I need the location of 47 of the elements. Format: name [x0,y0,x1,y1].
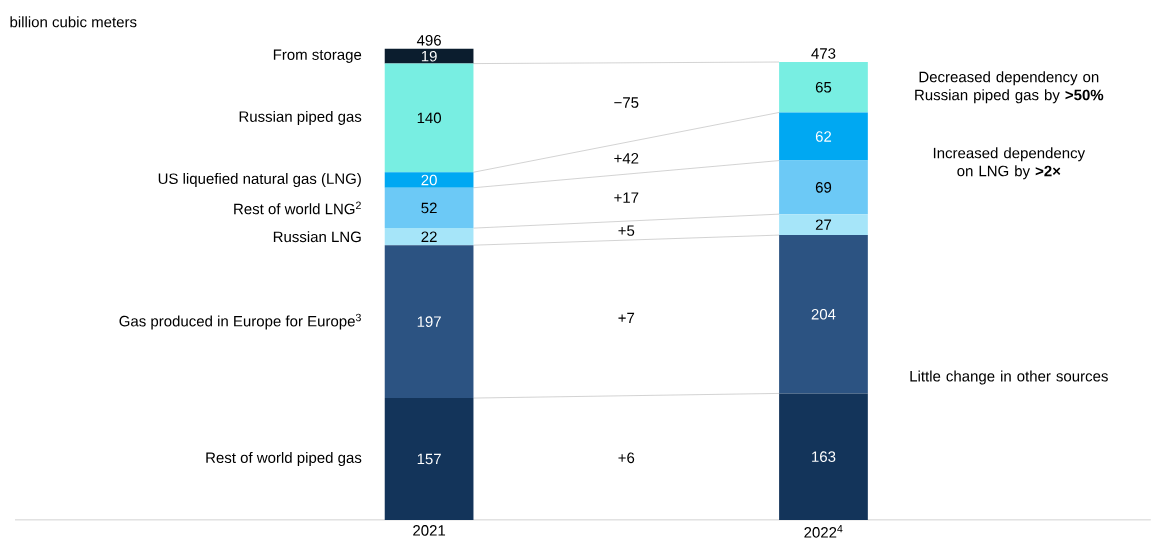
annotation: +7 [618,312,635,324]
data-label: 140 [417,112,442,124]
annotation: +5 [618,225,635,236]
annotation: Increased dependency on LNG by >2× [933,147,1086,180]
bar [779,112,868,161]
series-label: From storage [273,49,362,63]
series-label: Russian LNG [273,231,361,243]
data-label: 62 [815,131,832,142]
bar [384,245,474,399]
bar [779,214,868,236]
bar [384,228,474,246]
bar [779,62,868,113]
annotation: Decreased dependency on Russian piped gas by >50% [915,71,1104,104]
x-tick-label: 2022$^{4}$ [804,525,843,538]
data-label: 20 [421,174,437,186]
data-label: 27 [815,219,832,230]
data-label: 204 [811,308,836,320]
series-label: US liquefied natural gas (LNG) [158,173,361,188]
x-tick-label: 2021 [413,525,446,536]
annotation: +17 [614,192,639,203]
annotation: −75 [614,97,639,108]
text: 496 [416,35,441,46]
series-label: Russian piped gas [239,110,362,125]
series-label: Rest of world LNG$^{2}$ [234,201,361,215]
data-label: 65 [815,81,832,93]
data-label: 163 [812,451,836,463]
series-label: Rest of world piped gas [206,452,362,467]
bar [384,398,474,520]
annotation: Little change in other sources [910,370,1108,385]
bar [384,187,474,229]
bar [384,172,474,188]
data-label: 19 [421,50,437,62]
bar [779,393,868,520]
bar [384,48,474,64]
data-label: 197 [417,316,441,327]
bar [384,63,474,173]
data-label: 22 [421,231,437,242]
bar [779,235,868,394]
annotation: 473 [811,48,836,59]
bar [779,160,868,215]
annotation: +6 [618,452,635,464]
annotation: +42 [614,153,639,164]
data-label: 157 [417,453,441,465]
data-label: 69 [815,182,832,193]
y-axis-title: billion cubic meters [10,16,137,28]
data-label: 52 [421,202,437,214]
series-label: Gas produced in Europe for Europe$^{3}$ [119,313,361,330]
